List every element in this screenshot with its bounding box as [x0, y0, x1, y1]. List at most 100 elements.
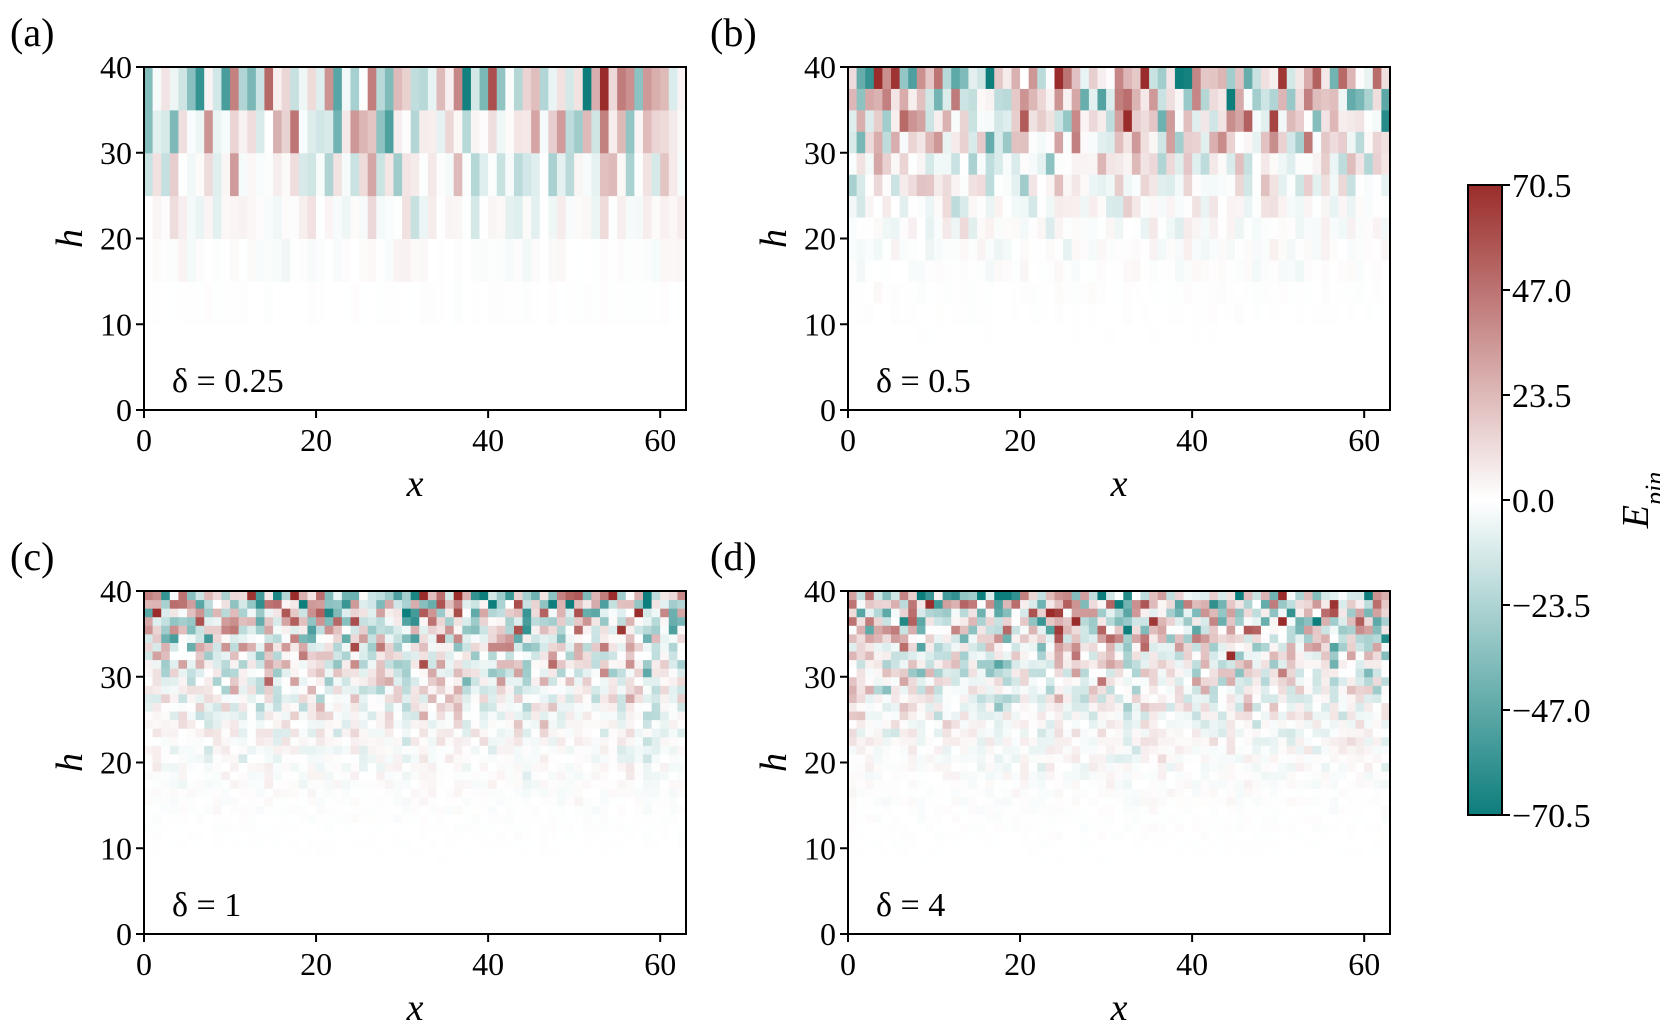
- heatmap-cell: [290, 753, 300, 763]
- heatmap-cell: [865, 753, 875, 763]
- heatmap-cell: [959, 822, 969, 832]
- heatmap-cell: [891, 788, 901, 798]
- heatmap-cell: [376, 651, 386, 661]
- heatmap-cell: [959, 67, 969, 89]
- heatmap-cell: [1071, 633, 1081, 643]
- heatmap-cell: [994, 693, 1004, 703]
- heatmap-cell: [238, 651, 248, 661]
- heatmap-cell: [1243, 195, 1253, 218]
- heatmap-cell: [1209, 599, 1219, 609]
- heatmap-cell: [574, 633, 584, 643]
- heatmap-cell: [479, 651, 489, 661]
- heatmap-cell: [436, 762, 446, 772]
- heatmap-cell: [1045, 771, 1055, 781]
- heatmap-cell: [642, 625, 653, 635]
- heatmap-cell: [1166, 625, 1176, 635]
- heatmap-cell: [505, 676, 515, 686]
- heatmap-cell: [1037, 736, 1047, 746]
- heatmap-cell: [1217, 651, 1228, 661]
- heatmap-cell: [436, 856, 446, 866]
- heatmap-cell: [1235, 753, 1245, 763]
- heatmap-cell: [195, 788, 205, 798]
- heatmap-cell: [1217, 762, 1228, 772]
- heatmap-cell: [1140, 302, 1150, 325]
- heatmap-cell: [865, 591, 875, 601]
- heatmap-cell: [1243, 771, 1253, 781]
- heatmap-cell: [419, 822, 429, 832]
- heatmap-cell: [333, 659, 343, 669]
- heatmap-cell: [899, 848, 909, 858]
- heatmap-cell: [599, 788, 610, 798]
- heatmap-cell: [445, 591, 455, 601]
- heatmap-cell: [891, 174, 901, 197]
- heatmap-cell: [230, 839, 240, 849]
- heatmap-cell: [1114, 771, 1124, 781]
- heatmap-cell: [617, 771, 627, 781]
- heatmap-cell: [367, 848, 377, 858]
- x-tick-label: 40: [472, 946, 504, 982]
- heatmap-cell: [677, 195, 687, 240]
- heatmap-cell: [445, 616, 455, 626]
- heatmap-cell: [625, 625, 635, 635]
- heatmap-cell: [1157, 685, 1167, 695]
- heatmap-cell: [367, 668, 377, 678]
- heatmap-cell: [1364, 152, 1374, 175]
- heatmap-cell: [204, 753, 214, 763]
- heatmap-cell: [1252, 831, 1262, 841]
- heatmap-cell: [1260, 822, 1271, 832]
- heatmap-cell: [1269, 67, 1279, 89]
- heatmap-cell: [1252, 599, 1262, 609]
- heatmap-cell: [1183, 238, 1193, 261]
- heatmap-cell: [161, 805, 171, 815]
- heatmap-cell: [144, 805, 154, 815]
- heatmap-cell: [565, 771, 575, 781]
- heatmap-cell: [591, 771, 601, 781]
- heatmap-cell: [1192, 616, 1202, 626]
- heatmap-cell: [977, 702, 987, 712]
- heatmap-cell: [968, 813, 978, 824]
- heatmap-cell: [582, 616, 592, 626]
- heatmap-cell: [608, 599, 618, 609]
- heatmap-cell: [1166, 174, 1176, 197]
- heatmap-cell: [1157, 831, 1167, 841]
- heatmap-cell: [281, 109, 291, 154]
- heatmap-cell: [617, 685, 627, 695]
- heatmap-cell: [891, 719, 901, 729]
- heatmap-cell: [899, 668, 909, 678]
- heatmap-cell: [264, 839, 274, 849]
- heatmap-cell: [341, 67, 351, 111]
- heatmap-cell: [1157, 813, 1167, 824]
- heatmap-cell: [462, 788, 472, 798]
- heatmap-cell: [908, 608, 918, 618]
- heatmap-cell: [488, 728, 498, 738]
- heatmap-cell: [899, 195, 909, 218]
- heatmap-cell: [488, 839, 498, 849]
- heatmap-cell: [1149, 813, 1159, 824]
- heatmap-cell: [582, 813, 592, 824]
- heatmap-cell: [1260, 324, 1271, 347]
- heatmap-cell: [1088, 281, 1098, 304]
- heatmap-cell: [1364, 109, 1374, 132]
- heatmap-cell: [1114, 616, 1124, 626]
- heatmap-cell: [1166, 813, 1176, 824]
- heatmap-cell: [496, 711, 506, 721]
- heatmap-cell: [977, 152, 987, 175]
- heatmap-cell: [212, 831, 222, 841]
- heatmap-cell: [1140, 324, 1150, 347]
- heatmap-cell: [1174, 771, 1185, 781]
- heatmap-cell: [350, 324, 360, 368]
- heatmap-cell: [436, 591, 446, 601]
- heatmap-cell: [865, 779, 875, 789]
- heatmap-cell: [599, 745, 610, 755]
- heatmap-cell: [977, 813, 987, 824]
- heatmap-cell: [436, 719, 446, 729]
- heatmap-cell: [290, 865, 300, 875]
- heatmap-cell: [273, 109, 283, 154]
- heatmap-cell: [1217, 873, 1228, 884]
- heatmap-cell: [677, 281, 687, 325]
- heatmap-cell: [1278, 238, 1288, 261]
- heatmap-cell: [1200, 753, 1210, 763]
- heatmap-cell: [916, 67, 926, 89]
- heatmap-cell: [1002, 659, 1012, 669]
- heatmap-cell: [324, 281, 334, 325]
